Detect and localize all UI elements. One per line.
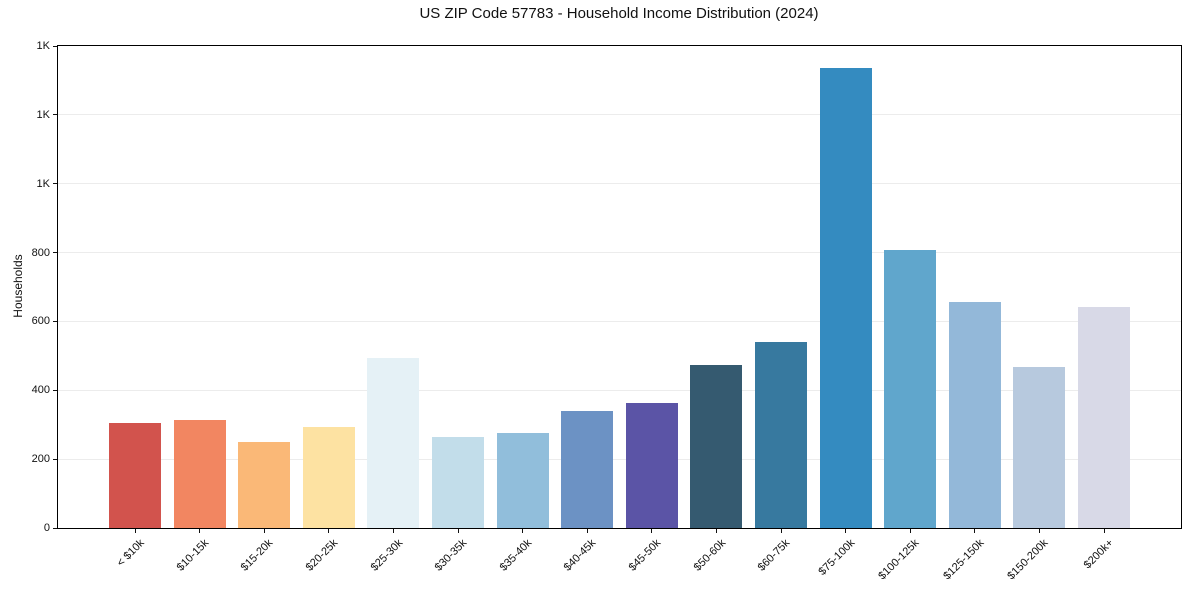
x-tick-label: $150-200k: [1005, 537, 1051, 583]
plot-area: 0 200 400 600 800 1K 1K 1K < $10k $10-15k $15-20k…: [32, 40, 1182, 582]
gridline: [58, 252, 1181, 254]
y-tick-label: 600: [31, 315, 50, 328]
y-tick-mark: [53, 527, 57, 529]
x-tick-mark: [457, 529, 459, 533]
x-tick-label: $20-25k: [303, 537, 341, 574]
bar: [432, 436, 484, 528]
x-tick-label: $40-45k: [562, 537, 599, 574]
x-tick-mark: [651, 529, 653, 533]
gridline: [58, 389, 1181, 391]
bar: [755, 342, 807, 528]
bar: [1078, 306, 1130, 528]
x-tick-mark: [715, 529, 717, 533]
x-tick-label: < $10k: [114, 537, 147, 570]
y-tick-label: 1K: [36, 40, 50, 52]
y-tick-mark: [53, 252, 57, 254]
bar: [884, 250, 937, 528]
bar: [496, 432, 549, 528]
y-tick-label: 1K: [36, 108, 50, 121]
bar: [690, 364, 743, 528]
gridline: [58, 320, 1181, 322]
bar: [302, 426, 355, 528]
x-tick-mark: [1038, 529, 1040, 533]
bar: [561, 410, 614, 528]
bar: [238, 441, 291, 528]
bar: [625, 403, 678, 528]
x-tick-label: $10-15k: [174, 537, 212, 574]
x-tick-label: $125-150k: [941, 537, 987, 583]
x-tick-mark: [328, 529, 330, 533]
x-tick-label: $25-30k: [368, 537, 405, 574]
x-tick-mark: [1103, 529, 1105, 533]
x-tick-label: $45-50k: [626, 537, 664, 574]
y-tick-label: 800: [31, 246, 50, 259]
y-tick-label: 200: [31, 453, 50, 466]
y-tick-mark: [53, 389, 57, 391]
y-tick-label: 400: [31, 384, 50, 397]
y-tick-mark: [53, 458, 57, 460]
x-tick-mark: [909, 529, 911, 533]
bar: [948, 302, 1001, 528]
x-tick-mark: [586, 529, 588, 533]
x-tick-mark: [780, 529, 782, 533]
x-tick-label: $200k+: [1081, 537, 1116, 572]
y-tick-label: 1K: [36, 177, 50, 190]
bar: [819, 68, 872, 528]
x-tick-mark: [263, 529, 265, 533]
x-tick-mark: [392, 529, 394, 533]
y-tick-mark: [53, 45, 57, 47]
x-tick-mark: [522, 529, 524, 533]
x-tick-mark: [974, 529, 976, 533]
x-tick-label: $15-20k: [239, 537, 276, 574]
y-tick-mark: [53, 114, 57, 116]
y-tick-mark: [53, 320, 57, 322]
x-tick-label: $30-35k: [432, 537, 470, 574]
x-tick-label: $50-60k: [691, 537, 728, 574]
y-tick-mark: [53, 183, 57, 185]
x-tick-label: $75-100k: [816, 537, 858, 578]
bar: [1013, 366, 1066, 528]
y-axis-label: Households: [11, 254, 25, 318]
x-tick-mark: [199, 529, 201, 533]
x-tick-mark: [845, 529, 847, 533]
bar: [367, 357, 420, 528]
x-tick-mark: [134, 529, 136, 533]
bar: [109, 422, 161, 528]
bar: [173, 420, 226, 528]
gridline: [58, 183, 1181, 185]
gridline: [58, 114, 1181, 116]
y-tick-label: 0: [43, 522, 50, 534]
chart-title: US ZIP Code 57783 - Household Income Dis…: [419, 5, 819, 22]
x-tick-label: $35-40k: [497, 537, 535, 574]
gridline: [58, 458, 1181, 460]
x-tick-label: $60-75k: [755, 537, 793, 574]
x-tick-label: $100-125k: [876, 537, 922, 583]
